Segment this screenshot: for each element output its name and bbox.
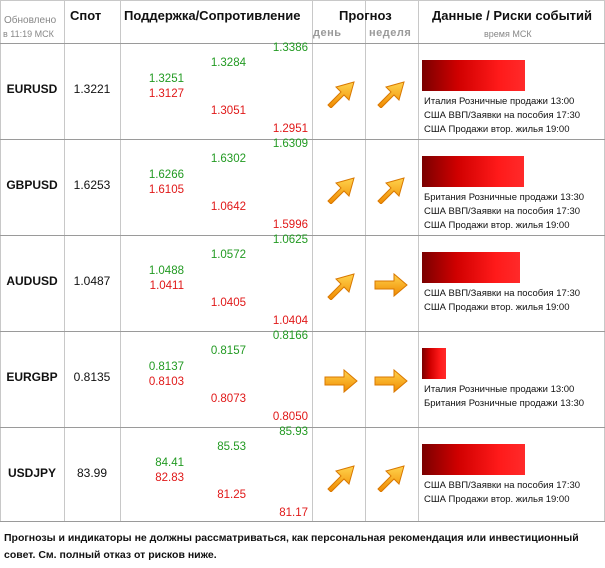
support-level-2: 1.0572 bbox=[210, 249, 246, 261]
event-item: США ВВП/Заявки на пособия 17:30 bbox=[424, 110, 581, 121]
support-resistance-header: Поддержка/Сопротивление bbox=[124, 8, 301, 23]
event-item: США ВВП/Заявки на пособия 17:30 bbox=[424, 480, 581, 491]
forecast-week-up-icon-4 bbox=[377, 465, 405, 492]
resistance-level-2: 1.0642 bbox=[210, 201, 246, 213]
resistance-level-1: 82.83 bbox=[155, 472, 184, 484]
event-item: Италия Розничные продажи 13:00 bbox=[424, 96, 575, 107]
events-time-header: время МСК bbox=[484, 29, 532, 39]
updated-time: в 11:19 МСК bbox=[3, 29, 54, 39]
event-item: Италия Розничные продажи 13:00 bbox=[424, 384, 575, 395]
event-item: США Продажи втор. жилья 19:00 bbox=[424, 220, 570, 231]
spot-header: Спот bbox=[70, 8, 102, 23]
disclaimer-text: Прогнозы и индикаторы не должны рассматр… bbox=[4, 532, 579, 561]
forecast-week-right-icon-3 bbox=[374, 368, 408, 394]
support-level-3: 85.93 bbox=[279, 426, 308, 438]
forecast-day-header: день bbox=[313, 27, 342, 39]
forecast-day-right-icon-3 bbox=[324, 368, 358, 394]
support-level-2: 85.53 bbox=[217, 441, 246, 453]
pair-name: EURGBP bbox=[6, 370, 58, 384]
event-item: Британия Розничные продажи 13:30 bbox=[424, 192, 585, 203]
spot-price: 1.6253 bbox=[73, 178, 111, 192]
event-item: США Продажи втор. жилья 19:00 bbox=[424, 124, 570, 135]
forecast-day-up-icon-2 bbox=[327, 273, 355, 300]
event-item: США ВВП/Заявки на пособия 17:30 bbox=[424, 206, 581, 217]
forecast-week-right-icon-2 bbox=[374, 272, 408, 298]
risk-bar bbox=[422, 348, 446, 379]
event-item: США ВВП/Заявки на пособия 17:30 bbox=[424, 288, 581, 299]
support-level-1: 84.41 bbox=[155, 457, 184, 469]
risk-bar bbox=[422, 444, 525, 475]
resistance-level-3: 0.8050 bbox=[272, 411, 308, 423]
spot-price: 0.8135 bbox=[73, 370, 111, 384]
support-level-2: 0.8157 bbox=[210, 345, 246, 357]
resistance-level-2: 1.0405 bbox=[210, 297, 246, 309]
pair-name: USDJPY bbox=[7, 466, 57, 480]
events-header: Данные / Риски событий bbox=[432, 8, 593, 23]
support-level-1: 1.3251 bbox=[148, 73, 184, 85]
pair-name: GBPUSD bbox=[6, 178, 58, 192]
forecast-week-up-icon-0 bbox=[377, 81, 405, 108]
spot-price: 1.3221 bbox=[73, 82, 111, 96]
forecast-week-header: неделя bbox=[369, 27, 412, 39]
support-level-3: 1.0625 bbox=[272, 234, 308, 246]
event-item: США Продажи втор. жилья 19:00 bbox=[424, 494, 570, 505]
support-level-3: 0.8166 bbox=[272, 330, 308, 342]
risk-bar bbox=[422, 156, 524, 187]
resistance-level-2: 81.25 bbox=[217, 489, 246, 501]
support-level-2: 1.6302 bbox=[210, 153, 246, 165]
support-level-1: 1.0488 bbox=[148, 265, 184, 277]
support-level-2: 1.3284 bbox=[210, 57, 246, 69]
support-level-1: 1.6266 bbox=[148, 169, 184, 181]
resistance-level-2: 0.8073 bbox=[210, 393, 246, 405]
spot-price: 83.99 bbox=[76, 466, 108, 480]
risk-bar bbox=[422, 60, 525, 91]
forecast-header: Прогноз bbox=[339, 8, 392, 23]
resistance-level-1: 1.3127 bbox=[148, 88, 184, 100]
resistance-level-1: 1.0411 bbox=[149, 280, 184, 292]
resistance-level-3: 1.2951 bbox=[272, 123, 308, 135]
event-item: Британия Розничные продажи 13:30 bbox=[424, 398, 585, 409]
updated-label: Обновлено bbox=[4, 15, 57, 26]
risk-bar bbox=[422, 252, 520, 283]
support-level-3: 1.6309 bbox=[272, 138, 308, 150]
resistance-level-3: 1.0404 bbox=[272, 315, 308, 327]
support-level-3: 1.3386 bbox=[272, 42, 308, 54]
support-level-1: 0.8137 bbox=[148, 361, 184, 373]
pair-name: EURUSD bbox=[6, 82, 58, 96]
pair-name: AUDUSD bbox=[6, 274, 58, 288]
spot-price: 1.0487 bbox=[73, 274, 111, 288]
resistance-level-2: 1.3051 bbox=[210, 105, 246, 117]
resistance-level-1: 0.8103 bbox=[148, 376, 184, 388]
resistance-level-3: 81.17 bbox=[279, 507, 308, 519]
forecast-week-up-icon-1 bbox=[377, 177, 405, 204]
forecast-day-up-icon-4 bbox=[327, 465, 355, 492]
event-item: США Продажи втор. жилья 19:00 bbox=[424, 302, 570, 313]
forecast-day-up-icon-1 bbox=[327, 177, 355, 204]
resistance-level-3: 1.5996 bbox=[272, 219, 308, 231]
forecast-day-up-icon-0 bbox=[327, 81, 355, 108]
resistance-level-1: 1.6105 bbox=[148, 184, 184, 196]
